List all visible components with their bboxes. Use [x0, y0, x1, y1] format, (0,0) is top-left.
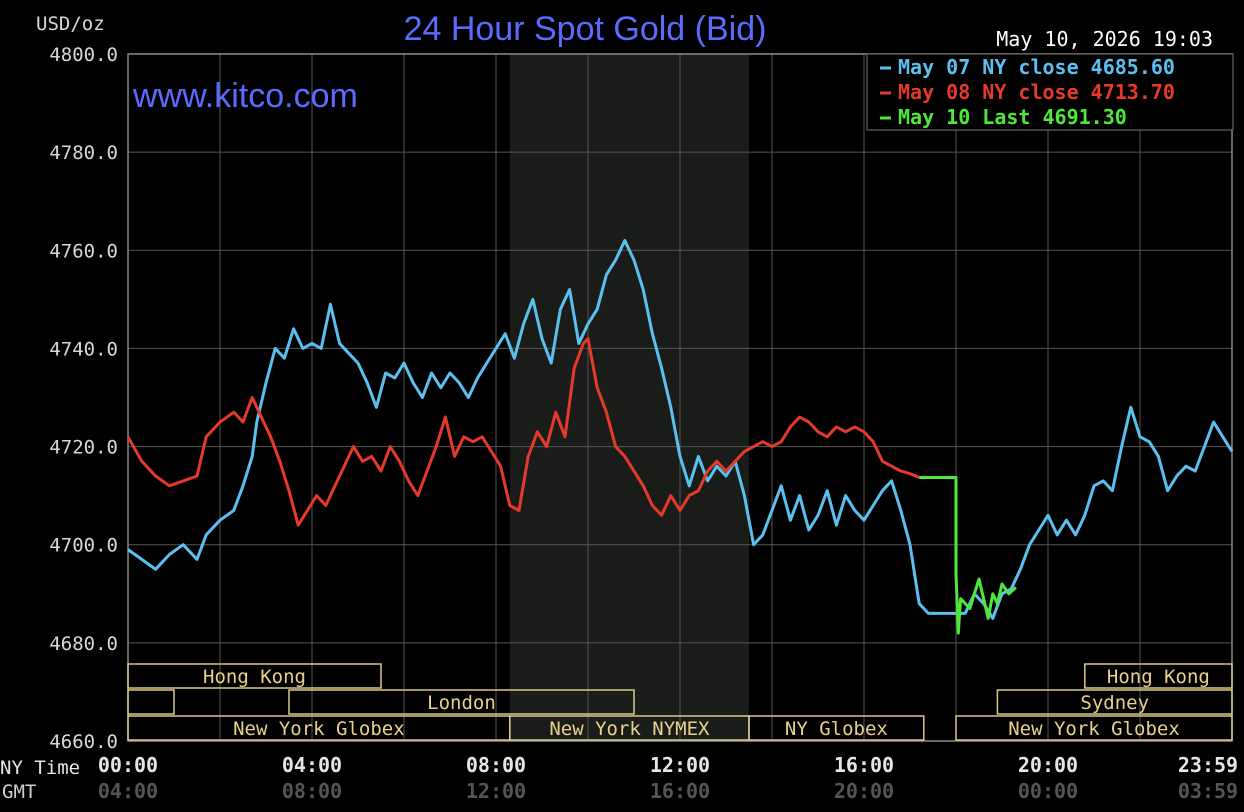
session-bar-label: London — [427, 692, 496, 714]
x-tick-label-ny: 04:00 — [282, 753, 342, 777]
session-bar-box — [1084, 663, 1233, 689]
x-tick-label-gmt: 00:00 — [1018, 779, 1078, 803]
x-tick-label-gmt: 04:00 — [98, 779, 158, 803]
session-bar-box — [996, 689, 1233, 715]
y-axis-unit-label: USD/oz — [36, 13, 105, 35]
x-tick-label-gmt: 03:59 — [1178, 779, 1238, 803]
legend-entry: May 07 NY close 4685.60 — [898, 55, 1175, 79]
plot-frame — [127, 53, 1233, 742]
timestamp-label: May 10, 2026 19:03 — [996, 27, 1213, 51]
x-tick-label-ny: 23:59 — [1178, 753, 1238, 777]
x-tick-label-gmt: 12:00 — [466, 779, 526, 803]
session-bar: Sydney — [996, 689, 1233, 715]
session-bar: Hong Kong — [127, 663, 382, 689]
x-tick-label-gmt: 16:00 — [650, 779, 710, 803]
x-tick-label-gmt: 08:00 — [282, 779, 342, 803]
series-line-3 — [919, 476, 1017, 635]
y-tick-label: 4660.0 — [49, 731, 118, 753]
y-tick-label: 4780.0 — [49, 142, 118, 164]
gmt-row-label: GMT — [2, 781, 36, 803]
series-line-2 — [126, 337, 920, 527]
session-bar: London — [288, 689, 635, 715]
session-bar-label: Hong Kong — [203, 666, 306, 688]
session-bar-label: NY Globex — [785, 718, 888, 740]
x-tick-label-gmt: 20:00 — [834, 779, 894, 803]
y-tick-label: 4760.0 — [49, 240, 118, 262]
session-bar-label: New York Globex — [1008, 718, 1180, 740]
ny-time-row-label: NY Time — [0, 757, 80, 779]
session-bar-label: New York NYMEX — [549, 718, 710, 740]
x-tick-label-ny: 12:00 — [650, 753, 710, 777]
session-bar-label: New York Globex — [233, 718, 405, 740]
price-series — [126, 239, 1234, 635]
session-bar-box — [748, 715, 925, 741]
session-bar-box — [288, 689, 635, 715]
x-tick-label-ny: 16:00 — [834, 753, 894, 777]
chart-title: 24 Hour Spot Gold (Bid) — [404, 10, 767, 48]
legend-entry: May 08 NY close 4713.70 — [898, 80, 1175, 104]
session-bar — [127, 689, 175, 715]
session-bar-label: Sydney — [1080, 692, 1149, 714]
series-line-1 — [127, 239, 1234, 620]
session-bar-label: Hong Kong — [1107, 666, 1210, 688]
y-axis-ticks: 4800.0 4780.0 4760.0 4740.0 4720.0 4700.0 4680… — [49, 44, 118, 753]
session-bar: NY Globex — [748, 715, 925, 741]
y-tick-label: 4700.0 — [49, 535, 118, 557]
market-sessions: Hong Kong London New York Globex New York N… — [127, 663, 1233, 741]
session-bar: Hong Kong — [1084, 663, 1233, 689]
session-bar-box — [127, 663, 382, 689]
y-tick-label: 4740.0 — [49, 338, 118, 360]
y-tick-label: 4800.0 — [49, 44, 118, 66]
x-tick-label-ny: 20:00 — [1018, 753, 1078, 777]
x-axis-ticks: 00:00 04:00 08:00 12:00 16:00 20:00 23:5904:00… — [98, 753, 1238, 803]
x-tick-label-ny: 08:00 — [466, 753, 526, 777]
session-bar: New York Globex — [955, 715, 1233, 741]
y-tick-label: 4680.0 — [49, 633, 118, 655]
session-bar-box — [127, 689, 175, 715]
brand-watermark: www.kitco.com — [132, 77, 358, 115]
x-tick-label-ny: 00:00 — [98, 753, 158, 777]
nymex-session-shading — [509, 54, 749, 741]
legend-entry: May 10 Last 4691.30 — [898, 105, 1127, 129]
session-bar-box — [955, 715, 1233, 741]
legend-box — [866, 53, 1234, 131]
y-tick-label: 4720.0 — [49, 437, 118, 459]
